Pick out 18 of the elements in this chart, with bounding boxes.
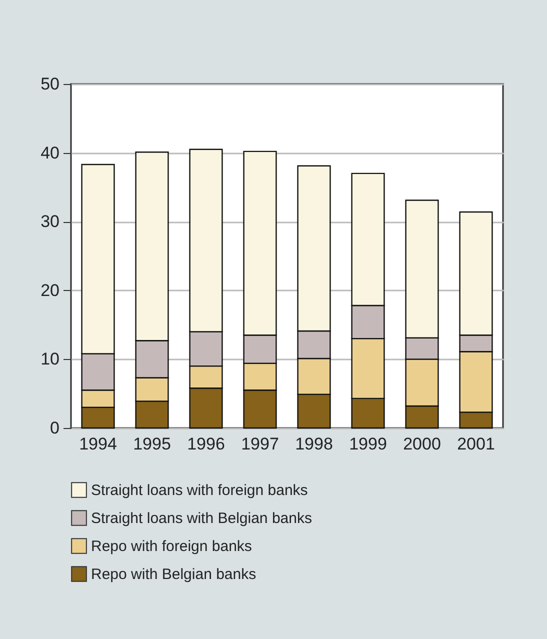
x-tick-label: 1998 — [295, 434, 333, 454]
x-tick-label: 1996 — [187, 434, 225, 454]
y-tick-label: 50 — [40, 74, 60, 94]
legend-label: Straight loans with Belgian banks — [91, 510, 312, 527]
x-tick-label: 1999 — [349, 434, 387, 454]
x-tick-label: 2000 — [403, 434, 441, 454]
legend-label: Repo with foreign banks — [91, 538, 252, 555]
y-tick-label: 40 — [40, 143, 60, 162]
y-tick-label: 30 — [40, 212, 60, 232]
x-tick-label: 1995 — [133, 434, 171, 454]
y-tick-label: 10 — [40, 350, 60, 369]
x-tick-label: 1997 — [241, 434, 279, 454]
x-tick-label: 2001 — [457, 434, 495, 454]
y-tick-label: 20 — [40, 280, 60, 300]
y-tick-label: 0 — [50, 418, 60, 438]
legend-label: Repo with Belgian banks — [91, 566, 256, 583]
legend-label: Straight loans with foreign banks — [91, 482, 308, 499]
x-tick-label: 1994 — [79, 434, 117, 454]
